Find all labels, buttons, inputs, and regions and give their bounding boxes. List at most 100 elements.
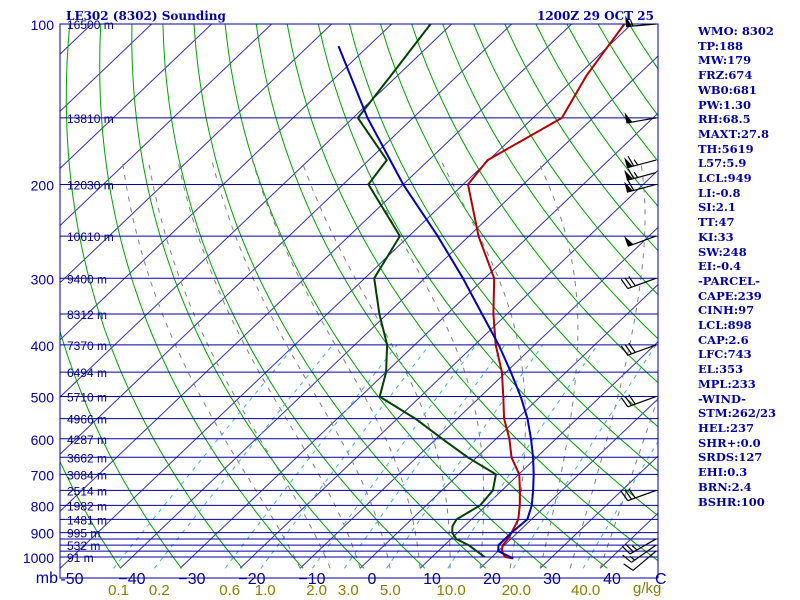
wind-barb-flag: [627, 168, 635, 179]
wind-barb-flag: [627, 180, 635, 191]
mixing-ratio-tick-label: 40.0: [571, 582, 600, 599]
isotherm-line: [179, 112, 658, 569]
panel-item: SW:248: [698, 244, 747, 259]
panel-item: CAP:2.6: [698, 332, 749, 347]
panel-item: LCL:898: [698, 318, 752, 333]
wind-barb: [623, 550, 657, 571]
wind-barb-staff: [632, 550, 657, 571]
isotherm-line: [60, 24, 513, 455]
temperature-tick-label: −30: [178, 571, 205, 588]
temperature-tick-label: −10: [298, 571, 325, 588]
panel-item: LI:-0.8: [698, 185, 741, 200]
isotherm-line: [419, 341, 658, 569]
moist-adiabat-line: [211, 159, 391, 569]
isotherm-line: [60, 24, 633, 569]
panel-item: EHI:0.3: [698, 465, 748, 480]
isotherm-line: [359, 283, 658, 569]
height-label: 3084 m: [67, 468, 107, 482]
mixing-ratio-tick-label: 0.2: [149, 582, 170, 599]
panel-item: FRZ:674: [698, 68, 753, 83]
height-labels: 16500 m 13810 m 12030 m 10610 m 9400 m 8312 m…: [67, 18, 114, 565]
wind-barb: [624, 235, 657, 247]
panel-item: STM:262/23: [698, 406, 777, 421]
moist-adiabat-line: [599, 396, 658, 569]
mixing-ratio-tick-labels: 0.1 0.2 0.6 1.0 2.0 3.0 5.0 10.0 20.0 40.0: [108, 582, 600, 599]
mixing-ratio-unit-label: g/kg: [633, 580, 661, 597]
panel-item: LFC:743: [698, 347, 752, 362]
temperature-trace: [467, 24, 626, 560]
mixing-ratio-line: [311, 344, 477, 569]
pressure-tick-label: 300: [31, 271, 55, 287]
panel-item: TP:188: [698, 38, 744, 53]
height-label: 91 m: [67, 551, 94, 565]
panel-item: LCL:949: [698, 171, 752, 186]
pressure-tick-label: 400: [31, 338, 55, 354]
mixing-ratio-line: [224, 344, 398, 569]
plot-frame: [59, 23, 659, 579]
temperature-tick-label: −40: [118, 571, 145, 588]
wind-barbs: [620, 15, 657, 571]
isotherm-line: [60, 24, 333, 284]
isotherm-line: [60, 24, 273, 227]
wind-barb-half-flag: [631, 545, 638, 551]
wind-barb: [625, 15, 657, 28]
moist-adiabat-line: [251, 159, 421, 569]
height-label: 4287 m: [67, 433, 107, 447]
moist-adiabat-line: [301, 159, 451, 569]
mixing-ratio-tick-label: 20.0: [502, 582, 531, 599]
isotherm-line: [539, 455, 658, 569]
panel-item: -WIND-: [698, 391, 746, 406]
pressure-unit-label: mb: [36, 570, 58, 587]
temperature-tick-label: 20: [483, 571, 501, 588]
isotherm-line: [119, 55, 658, 569]
wind-barb-flag: [620, 345, 629, 356]
wind-barb: [624, 168, 657, 181]
panel-item: TH:5619: [698, 141, 754, 156]
moist-adiabat-lines: [121, 159, 658, 569]
temperature-tick-label: 30: [543, 571, 561, 588]
dewpoint-trace: [356, 24, 497, 558]
wind-barb-pennant: [624, 236, 634, 247]
height-label: 2514 m: [67, 484, 107, 498]
mixing-ratio-line: [113, 344, 296, 569]
wind-barb-pennant: [624, 157, 633, 168]
wind-barb-flag: [623, 563, 634, 571]
dry-adiabat-line: [131, 24, 365, 569]
wind-barb-pennant: [624, 112, 633, 124]
mixing-ratio-tick-label: 2.0: [306, 582, 327, 599]
dry-adiabat-line: [65, 24, 243, 569]
dry-adiabat-line: [442, 24, 658, 340]
dry-adiabat-line: [473, 24, 658, 296]
dry-adiabat-line: [224, 24, 547, 569]
isotherm-line: [479, 398, 658, 569]
wind-barb-half-flag: [633, 171, 639, 178]
wind-barb-flag: [624, 344, 633, 355]
observation-time: 1200Z 29 OCT 25: [537, 9, 654, 23]
dry-adiabat-line: [193, 24, 487, 569]
panel-item: L57:5.9: [698, 156, 747, 171]
mixing-ratio-line: [386, 344, 544, 569]
mixing-ratio-line: [582, 440, 658, 569]
wind-barb-flag: [620, 278, 629, 289]
temperature-tick-label: 0: [368, 571, 377, 588]
wind-barb-pennant: [624, 181, 633, 193]
pressure-tick-label: 900: [31, 526, 55, 542]
wind-barb-flag: [628, 488, 636, 499]
height-label: 16500 m: [67, 18, 114, 32]
wind-barb-pennant: [625, 15, 633, 27]
wind-barb: [622, 544, 657, 563]
height-label: 1982 m: [67, 499, 107, 513]
wind-barb-staff: [631, 544, 657, 563]
panel-item: WB0:681: [698, 82, 757, 97]
temperature-unit-label: C: [655, 571, 667, 588]
mixing-ratio-tick-label: 1.0: [255, 582, 276, 599]
mixing-ratio-line: [512, 344, 657, 569]
panel-item: CINH:97: [698, 303, 755, 318]
dry-adiabat-line: [60, 329, 182, 569]
isotherm-line: [299, 226, 658, 569]
panel-item: BSHR:100: [698, 494, 765, 509]
wind-barb-half-flag: [630, 19, 634, 27]
height-label: 5710 m: [67, 391, 107, 405]
isotherm-line: [60, 24, 453, 398]
mixing-ratio-line: [260, 344, 430, 569]
